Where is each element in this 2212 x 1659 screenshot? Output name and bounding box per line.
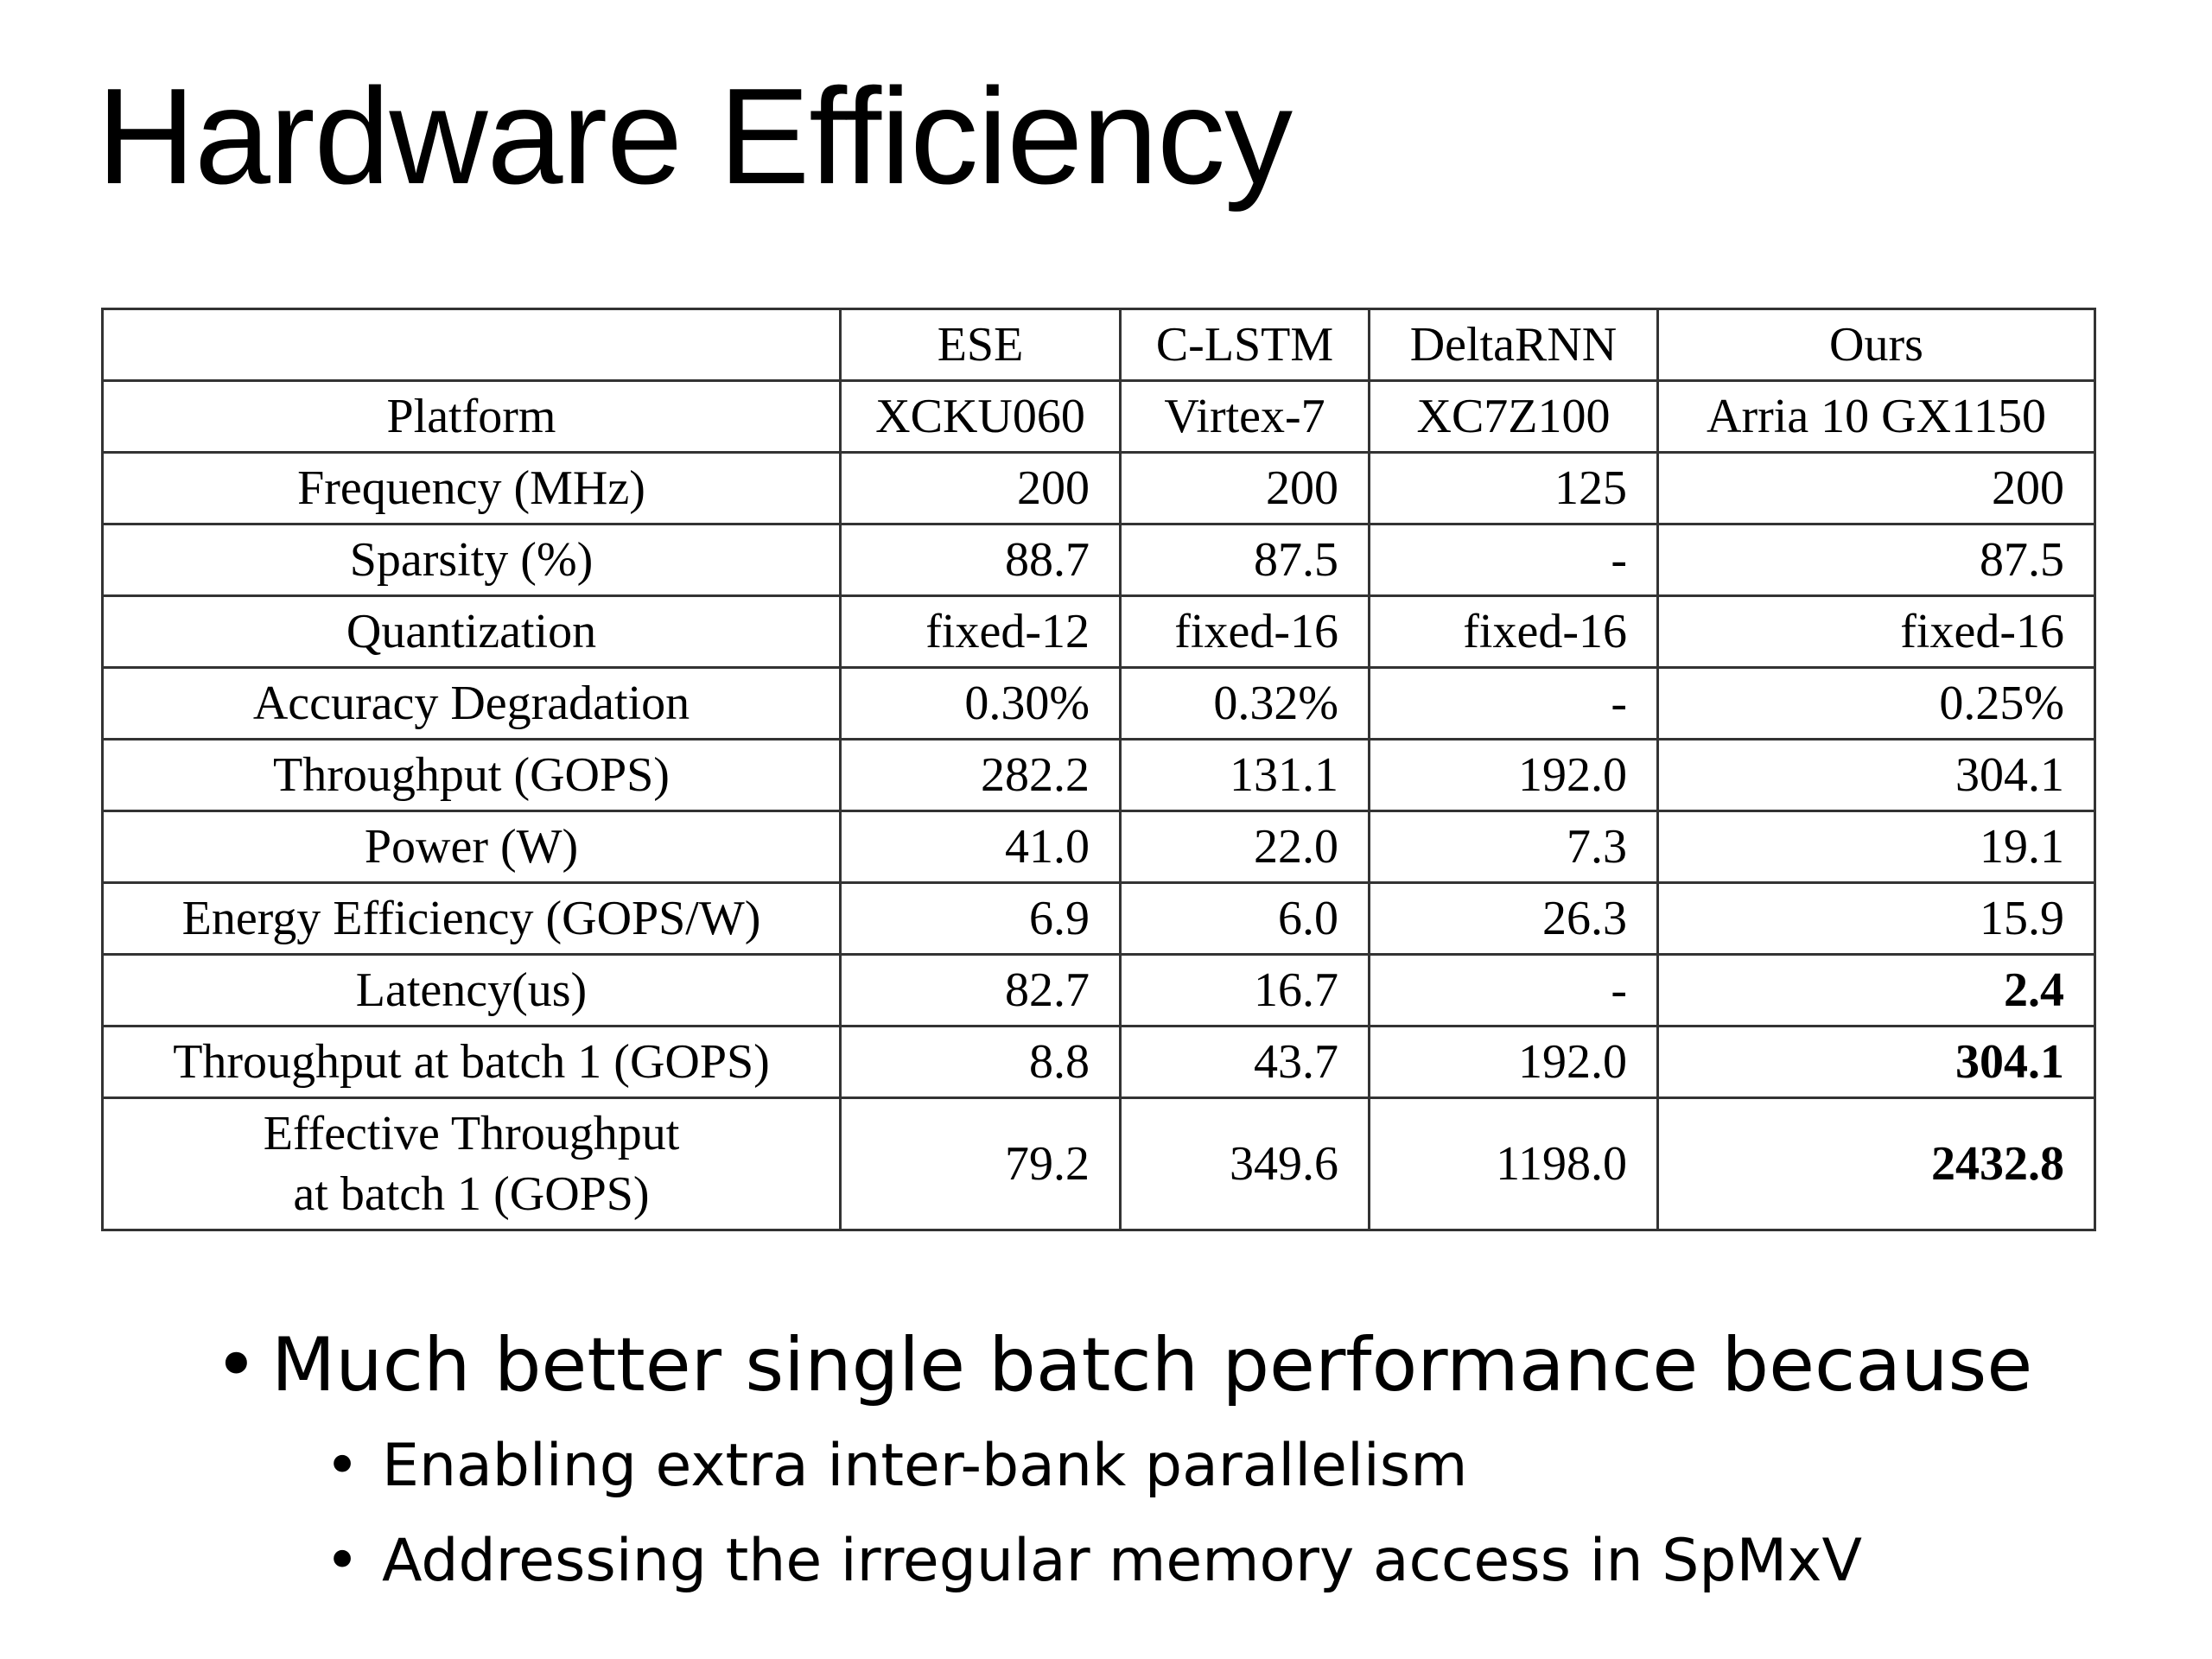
row-label-line: Effective Throughput [263,1107,680,1160]
table-cell: 43.7 [1119,1025,1370,1099]
comparison-table: ESE C-LSTM DeltaRNN Ours Platform XCKU06… [101,308,2096,1231]
table-cell: fixed-12 [839,594,1122,669]
bullet-dot-icon: • [214,1322,258,1408]
table-cell: 0.30% [839,666,1122,741]
table-row-latency: Latency(us) 82.7 16.7 - 2.4 [101,953,2096,1027]
row-label: Effective Throughput at batch 1 (GOPS) [101,1096,842,1231]
table-cell: 6.9 [839,881,1122,956]
table-row-power: Power (W) 41.0 22.0 7.3 19.1 [101,810,2096,884]
bullet-sub: • Addressing the irregular memory access… [0,1514,2212,1609]
column-header-deltarnn: DeltaRNN [1368,308,1659,382]
table-row-accuracy-degradation: Accuracy Degradation 0.30% 0.32% - 0.25% [101,666,2096,741]
table-cell: 6.0 [1119,881,1370,956]
bullet-dot-icon: • [325,1432,360,1500]
bullet-text: Enabling extra inter-bank parallelism [382,1432,1468,1500]
row-label-line: at batch 1 (GOPS) [293,1167,650,1221]
table-cell: fixed-16 [1368,594,1659,669]
table-cell: 125 [1368,451,1659,525]
table-cell-highlight: 2432.8 [1656,1096,2096,1231]
table-row-quantization: Quantization fixed-12 fixed-16 fixed-16 … [101,594,2096,669]
table-cell: Virtex-7 [1119,379,1370,454]
row-label: Throughput at batch 1 (GOPS) [101,1025,842,1099]
row-label: Platform [101,379,842,454]
table-cell: 200 [1656,451,2096,525]
table-cell: fixed-16 [1656,594,2096,669]
row-label: Quantization [101,594,842,669]
table-cell: 87.5 [1656,523,2096,597]
table-cell-highlight: 2.4 [1656,953,2096,1027]
column-header-c-lstm: C-LSTM [1119,308,1370,382]
bullet-main: • Much better single batch performance b… [0,1312,2212,1419]
table-cell: - [1368,523,1659,597]
table-cell: XC7Z100 [1368,379,1659,454]
table-row-energy-efficiency: Energy Efficiency (GOPS/W) 6.9 6.0 26.3 … [101,881,2096,956]
table-cell: - [1368,666,1659,741]
row-label: Power (W) [101,810,842,884]
table-row-throughput-batch-1: Throughput at batch 1 (GOPS) 8.8 43.7 19… [101,1025,2096,1099]
table-cell: 200 [1119,451,1370,525]
row-label: Accuracy Degradation [101,666,842,741]
table-cell: 82.7 [839,953,1122,1027]
table-cell: 1198.0 [1368,1096,1659,1231]
bullet-dot-icon: • [325,1527,360,1595]
row-label: Latency(us) [101,953,842,1027]
table-cell: 41.0 [839,810,1122,884]
table-cell: 19.1 [1656,810,2096,884]
table-cell: 0.25% [1656,666,2096,741]
table-row-platform: Platform XCKU060 Virtex-7 XC7Z100 Arria … [101,379,2096,454]
bullet-list: • Much better single batch performance b… [0,1312,2212,1609]
table-row-frequency: Frequency (MHz) 200 200 125 200 [101,451,2096,525]
bullet-text: Addressing the irregular memory access i… [382,1527,1862,1595]
table-cell: 200 [839,451,1122,525]
table-cell: 22.0 [1119,810,1370,884]
column-header-ese: ESE [839,308,1122,382]
table-row-effective-throughput: Effective Throughput at batch 1 (GOPS) 7… [101,1096,2096,1231]
table-cell: 7.3 [1368,810,1659,884]
row-label: Frequency (MHz) [101,451,842,525]
table-cell: 15.9 [1656,881,2096,956]
table-cell: - [1368,953,1659,1027]
table-cell: 16.7 [1119,953,1370,1027]
table-cell: 0.32% [1119,666,1370,741]
table-cell: 282.2 [839,738,1122,812]
table-cell: 88.7 [839,523,1122,597]
table-cell: 192.0 [1368,738,1659,812]
table-cell: fixed-16 [1119,594,1370,669]
row-label: Energy Efficiency (GOPS/W) [101,881,842,956]
table-cell: 79.2 [839,1096,1122,1231]
table-cell: 8.8 [839,1025,1122,1099]
row-label: Sparsity (%) [101,523,842,597]
bullet-text: Much better single batch performance bec… [271,1322,2033,1408]
table-cell: 349.6 [1119,1096,1370,1231]
table-cell-highlight: 304.1 [1656,1025,2096,1099]
table-cell: 131.1 [1119,738,1370,812]
slide-title: Hardware Efficiency [97,60,1293,213]
bullet-sub: • Enabling extra inter-bank parallelism [0,1419,2212,1514]
table-cell: 26.3 [1368,881,1659,956]
row-label: Throughput (GOPS) [101,738,842,812]
table-cell: 304.1 [1656,738,2096,812]
table-cell: XCKU060 [839,379,1122,454]
column-header-empty [101,308,842,382]
table-cell: Arria 10 GX1150 [1656,379,2096,454]
column-header-ours: Ours [1656,308,2096,382]
table-cell: 192.0 [1368,1025,1659,1099]
table-row-throughput: Throughput (GOPS) 282.2 131.1 192.0 304.… [101,738,2096,812]
table-row-sparsity: Sparsity (%) 88.7 87.5 - 87.5 [101,523,2096,597]
table-cell: 87.5 [1119,523,1370,597]
table-header-row: ESE C-LSTM DeltaRNN Ours [101,308,2096,382]
